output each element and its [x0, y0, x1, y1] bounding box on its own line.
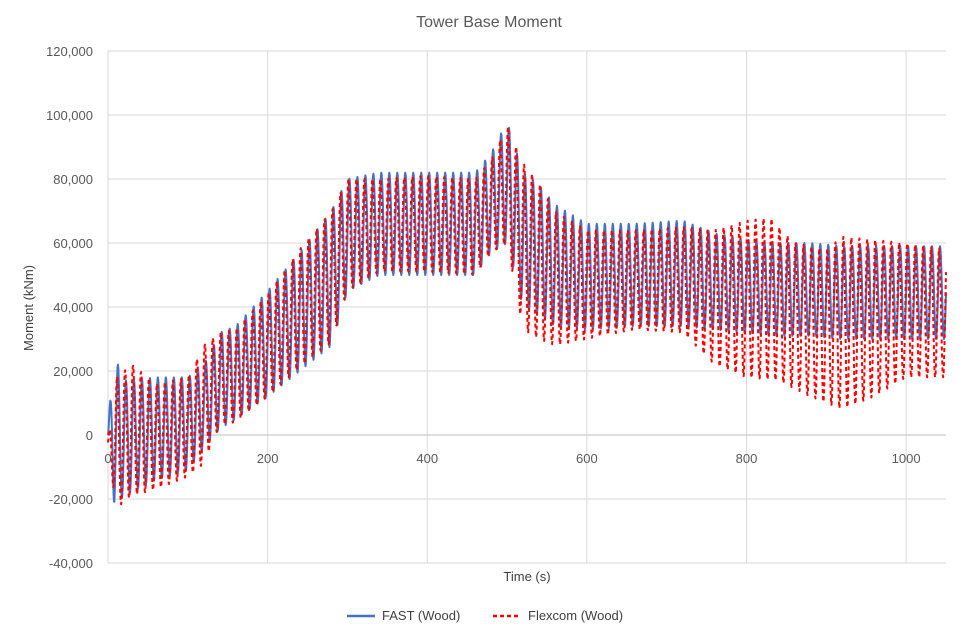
y-tick-label: 20,000 — [53, 364, 93, 379]
x-tick-label: 1000 — [892, 451, 921, 466]
x-tick-label: 0 — [104, 451, 111, 466]
y-tick-label: 60,000 — [53, 236, 93, 251]
y-tick-label: 120,000 — [46, 44, 93, 59]
x-tick-label: 200 — [257, 451, 279, 466]
y-tick-label: 0 — [86, 428, 93, 443]
axis-layer: -40,000 -20,000 0 20,000 40,000 60,000 80,000 1… — [46, 44, 921, 571]
x-tick-label: 400 — [416, 451, 438, 466]
y-tick-label: 40,000 — [53, 300, 93, 315]
y-tick-label: 80,000 — [53, 172, 93, 187]
y-tick-label: -20,000 — [49, 492, 93, 507]
x-tick-label: 800 — [736, 451, 758, 466]
x-axis-label: Time (s) — [503, 569, 550, 584]
legend-label-flexcom: Flexcom (Wood) — [528, 608, 623, 623]
chart-title: Tower Base Moment — [416, 14, 562, 31]
y-tick-label: -40,000 — [49, 556, 93, 571]
legend: FAST (Wood) Flexcom (Wood) — [347, 608, 623, 623]
series-layer — [107, 126, 947, 506]
y-axis-label: Moment (kNm) — [21, 265, 36, 351]
legend-label-fast: FAST (Wood) — [382, 608, 460, 623]
y-tick-label: 100,000 — [46, 108, 93, 123]
x-tick-label: 600 — [576, 451, 598, 466]
